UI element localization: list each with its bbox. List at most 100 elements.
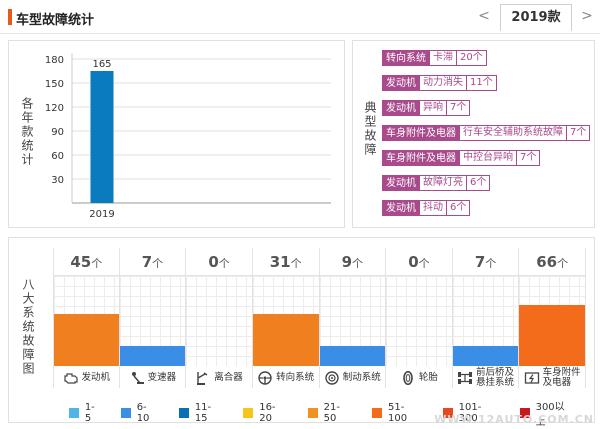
legend-swatch: [519, 408, 530, 418]
tire-icon: [400, 370, 416, 385]
fault-count: 11个: [467, 75, 497, 91]
system-column[interactable]: 9个制动系统: [319, 248, 387, 388]
system-count-unit: 个: [218, 257, 230, 270]
eight-systems-panel: 八大系统故障图 45个 发动机 7个 变速器 0个 离合器 31个 转向系统 9个 制动系统 0个轮…: [8, 237, 595, 428]
system-column[interactable]: 7个变速器: [119, 248, 187, 388]
y-tick-label: 150: [45, 79, 64, 90]
system-bar: [519, 304, 585, 366]
system-name: 轮胎: [386, 367, 452, 388]
legend-swatch: [178, 408, 189, 418]
system-name-label: 变速器: [147, 371, 177, 383]
system-column[interactable]: 0个离合器: [186, 248, 253, 388]
system-count-value: 66: [536, 253, 558, 271]
year-stats-panel: 各年款统计 30 60 90 120 150 180 165 2019: [8, 40, 345, 228]
system-fault-count: 0个: [386, 248, 452, 276]
fault-system-tag: 发动机: [382, 75, 420, 91]
fault-item[interactable]: 车身附件及电器 中控台异响 7个: [382, 150, 541, 166]
system-name: 车身附件 及电器: [519, 367, 585, 388]
system-count-value: 7: [474, 253, 486, 271]
fault-description: 行车安全辅助系统故障: [460, 125, 567, 141]
fault-item[interactable]: 发动机 抖动 6个: [382, 200, 471, 216]
page-header: 车型故障统计 < 2019款 >: [0, 0, 600, 34]
system-bar: [452, 346, 519, 366]
page-title: 车型故障统计: [16, 13, 95, 28]
y-tick-label: 180: [45, 55, 64, 66]
legend-label: 1-5: [84, 402, 95, 424]
y-tick-label: 60: [51, 151, 64, 162]
legend-item: 6-10: [120, 398, 159, 428]
system-count-value: 31: [269, 253, 291, 271]
system-count-value: 0: [408, 253, 419, 271]
bar-2019: [90, 71, 114, 203]
year-bar-chart: 30 60 90 120 150 180 165 2019: [45, 53, 331, 220]
system-count-unit: 个: [557, 257, 569, 270]
legend-item: 21-50: [307, 398, 352, 428]
title-accent-bar: [8, 9, 12, 25]
system-count-unit: 个: [352, 257, 364, 270]
legend: 1-5 6-10 11-15 16-20 21-50 51-100 101-300 300以上: [69, 398, 594, 428]
system-bar-area: [386, 276, 452, 366]
system-column[interactable]: 31个 转向系统: [252, 248, 320, 388]
system-count-value: 0: [208, 253, 219, 271]
legend-label: 21-50: [323, 402, 340, 424]
system-fault-count: 7个: [119, 248, 186, 276]
fault-description: 卡滞: [430, 50, 457, 66]
legend-label: 16-20: [259, 402, 276, 424]
legend-swatch: [307, 408, 318, 418]
system-bar-area: [119, 276, 186, 366]
system-name: 转向系统: [253, 367, 319, 388]
fault-description: 动力消失: [420, 75, 467, 91]
system-column[interactable]: 0个轮胎: [386, 248, 453, 388]
bar-value-label: 165: [92, 59, 111, 70]
fault-system-tag: 发动机: [382, 200, 420, 216]
legend-swatch: [372, 408, 382, 418]
fault-description: 中控台异响: [460, 150, 517, 166]
y-tick-label: 90: [51, 127, 64, 138]
x-tick-label: 2019: [89, 209, 114, 220]
system-name: 前后桥及 悬挂系统: [453, 367, 519, 388]
system-bar: [54, 313, 119, 366]
system-column[interactable]: 66个车身附件 及电器: [519, 248, 586, 388]
system-bar-area: [452, 276, 519, 366]
fault-description: 异响: [420, 100, 447, 116]
fault-item[interactable]: 发动机 异响 7个: [382, 100, 471, 116]
fault-system-tag: 发动机: [382, 100, 420, 116]
legend-swatch: [120, 408, 131, 418]
system-count-value: 9: [341, 253, 353, 271]
fault-count: 7个: [517, 150, 541, 166]
system-name-label: 轮胎: [418, 371, 438, 383]
system-fault-count: 0个: [186, 248, 252, 276]
fault-item[interactable]: 转向系统 卡滞 20个: [382, 50, 487, 66]
clutch-pedal-icon: [195, 371, 211, 385]
fault-item[interactable]: 发动机 故障灯亮 6个: [382, 175, 491, 191]
system-count-unit: 个: [485, 257, 497, 270]
system-name-label: 前后桥及 悬挂系统: [476, 366, 515, 388]
system-column[interactable]: 7个前后桥及 悬挂系统: [452, 248, 520, 388]
fault-item[interactable]: 发动机 动力消失 11个: [382, 75, 497, 91]
system-bar: [252, 313, 319, 366]
system-column[interactable]: 45个 发动机: [53, 248, 120, 388]
fault-count: 20个: [457, 50, 487, 66]
system-name: 离合器: [186, 367, 252, 388]
prev-year-arrow-icon[interactable]: <: [478, 8, 490, 24]
fault-system-tag: 车身附件及电器: [382, 125, 460, 141]
system-bar: [319, 346, 386, 366]
next-year-arrow-icon[interactable]: >: [581, 8, 593, 24]
engine-icon: [63, 371, 79, 385]
typical-faults-panel: 典型故障 转向系统 卡滞 20个 发动机 动力消失 11个 发动机 异响 7个 车身附件及电器 行车…: [352, 40, 595, 228]
fault-system-tag: 车身附件及电器: [382, 150, 460, 166]
y-tick-label: 30: [51, 175, 64, 186]
legend-item: 1-5: [69, 398, 101, 428]
fault-description: 抖动: [420, 200, 447, 216]
fault-item[interactable]: 车身附件及电器 行车安全辅助系统故障 7个: [382, 125, 591, 141]
legend-swatch: [243, 408, 254, 418]
legend-swatch: [442, 408, 453, 418]
legend-label: 51-100: [387, 402, 408, 424]
fault-count: 7个: [447, 100, 471, 116]
legend-label: 101-300: [458, 402, 482, 424]
system-name-label: 离合器: [214, 371, 243, 383]
system-count-unit: 个: [152, 257, 164, 270]
fault-count: 7个: [567, 125, 591, 141]
system-name-label: 制动系统: [342, 371, 381, 383]
tab-active-year[interactable]: 2019款: [500, 4, 572, 31]
